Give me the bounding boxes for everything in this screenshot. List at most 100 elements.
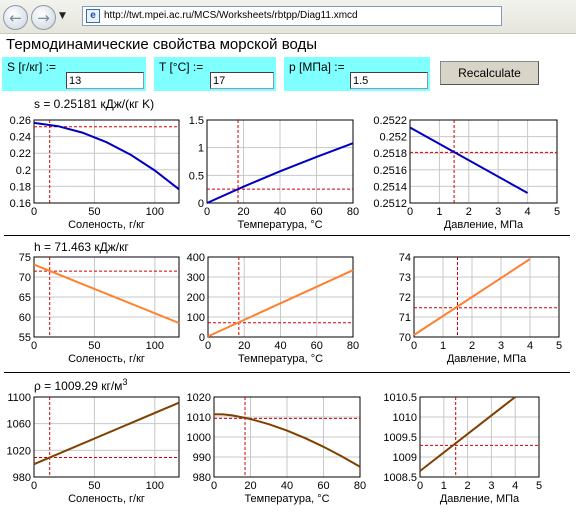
y-tick-label: 0.2514 <box>373 181 407 193</box>
y-tick-label: 980 <box>13 472 31 484</box>
x-tick-label: 0 <box>417 480 423 492</box>
x-tick-label: 1 <box>441 480 447 492</box>
y-tick-label: 0.26 <box>10 115 31 127</box>
x-tick-label: 20 <box>237 206 249 218</box>
x-tick-label: 0 <box>204 206 210 218</box>
x-axis-label: Давление, МПа <box>440 493 520 505</box>
y-tick-label: 1 <box>198 143 204 155</box>
chart-entropy-vs-temperature: 0 20 40 60 80 0 0.5 1 1.5 Температура, °C <box>189 115 359 231</box>
chart-enthalpy-vs-salinity: 0 50 100 55 60 65 70 75 Соленость, г/кг <box>19 252 180 365</box>
salinity-label: S [г/кг] := <box>7 60 57 74</box>
y-tick-label: 1009 <box>393 452 417 464</box>
x-tick-label: 0 <box>407 206 413 218</box>
x-tick-label: 1 <box>436 206 442 218</box>
y-tick-label: 0.2 <box>16 165 31 177</box>
y-tick-label: 1008.5 <box>383 472 417 484</box>
temperature-label: T [°C] := <box>159 60 204 74</box>
x-tick-label: 3 <box>498 340 504 352</box>
x-axis-label: Давление, МПа <box>444 219 524 231</box>
x-tick-label: 20 <box>244 480 256 492</box>
x-axis-label: Соленость, г/кг <box>68 493 145 505</box>
x-tick-label: 1 <box>440 340 446 352</box>
y-tick-label: 0.2522 <box>373 115 407 127</box>
y-tick-label: 73 <box>399 272 411 284</box>
x-tick-label: 2 <box>466 206 472 218</box>
x-tick-label: 0 <box>411 340 417 352</box>
y-tick-label: 300 <box>187 272 205 284</box>
page-icon: e <box>86 9 100 23</box>
y-tick-label: 1020 <box>7 445 31 457</box>
x-tick-label: 0 <box>31 206 37 218</box>
pressure-label: p [МПа] := <box>289 60 345 74</box>
x-tick-label: 0 <box>31 480 37 492</box>
y-tick-label: 0.16 <box>10 198 31 210</box>
plot-frame <box>409 119 558 204</box>
series-line <box>33 401 180 466</box>
series-line <box>413 258 531 336</box>
x-tick-label: 0 <box>211 480 217 492</box>
y-tick-label: 55 <box>19 332 31 344</box>
pressure-input[interactable] <box>350 72 428 89</box>
temperature-input[interactable] <box>210 72 274 89</box>
plot-area <box>34 397 179 477</box>
x-tick-label: 40 <box>274 340 286 352</box>
y-tick-label: 1.5 <box>189 115 204 127</box>
x-tick-label: 60 <box>317 480 329 492</box>
y-tick-label: 70 <box>399 332 411 344</box>
density-unit-exponent: 3 <box>122 377 128 387</box>
chart-entropy-vs-pressure: 0 1 2 3 4 5 0.2512 0.2514 0.2516 0.2518 0.252 0.252… <box>373 115 560 231</box>
y-tick-label: 75 <box>19 252 31 264</box>
page-title: Термодинамические свойства морской воды <box>6 36 318 53</box>
x-tick-label: 50 <box>88 480 100 492</box>
x-tick-label: 60 <box>311 340 323 352</box>
y-tick-label: 0 <box>198 198 204 210</box>
x-tick-label: 4 <box>525 206 531 218</box>
browser-toolbar: ← → ▼ e http://twt.mpei.ac.ru/MCS/Worksh… <box>0 0 576 34</box>
x-axis-label: Температура, °C <box>238 353 323 365</box>
y-tick-label: 0.22 <box>10 148 31 160</box>
recalculate-button[interactable]: Recalculate <box>440 61 539 85</box>
y-tick-label: 70 <box>19 272 31 284</box>
forward-arrow-icon[interactable]: → <box>31 5 56 30</box>
y-tick-label: 60 <box>19 312 31 324</box>
temperature-param: T [°C] := <box>154 57 276 91</box>
y-tick-label: 1010.5 <box>383 392 417 404</box>
history-dropdown-icon[interactable]: ▼ <box>59 11 66 21</box>
x-axis-label: Температура, °C <box>244 493 329 505</box>
x-tick-label: 50 <box>88 340 100 352</box>
y-tick-label: 0.18 <box>10 181 31 193</box>
series-line <box>419 396 516 472</box>
x-axis-label: Соленость, г/кг <box>68 219 145 231</box>
y-tick-label: 0.2516 <box>373 165 407 177</box>
y-tick-label: 65 <box>19 292 31 304</box>
y-tick-label: 400 <box>187 252 205 264</box>
plot-frame <box>33 396 180 478</box>
salinity-input[interactable] <box>66 72 144 89</box>
y-tick-label: 1000 <box>187 432 211 444</box>
address-bar[interactable]: e http://twt.mpei.ac.ru/MCS/Worksheets/r… <box>82 6 502 26</box>
chart-enthalpy-vs-pressure: 0 1 2 3 4 5 70 71 72 73 74 Давление, МПа <box>399 252 562 365</box>
y-tick-label: 1010 <box>393 412 417 424</box>
x-tick-label: 4 <box>512 480 518 492</box>
section-divider <box>4 235 570 236</box>
y-tick-label: 74 <box>399 252 411 264</box>
x-tick-label: 100 <box>146 340 164 352</box>
y-tick-label: 0.5 <box>189 170 204 182</box>
plot-frame <box>207 256 354 338</box>
plot-frame <box>33 256 180 338</box>
url-text[interactable]: http://twt.mpei.ac.ru/MCS/Worksheets/rbt… <box>104 10 358 21</box>
back-arrow-icon[interactable]: ← <box>3 5 28 30</box>
y-tick-label: 1010 <box>187 412 211 424</box>
chart-density-vs-salinity: 0 50 100 980 1020 1060 1100 Соленость, г/кг <box>7 392 180 505</box>
y-tick-label: 0 <box>199 332 205 344</box>
chart-density-vs-pressure: 0 1 2 3 4 5 1008.5 1009 1009.5 1010 1010.5 Давление… <box>383 392 542 505</box>
x-tick-label: 5 <box>536 480 542 492</box>
y-tick-label: 1060 <box>7 419 31 431</box>
x-tick-label: 40 <box>281 480 293 492</box>
x-tick-label: 40 <box>274 206 286 218</box>
plot-frame <box>213 396 361 478</box>
x-axis-label: Давление, МПа <box>447 353 527 365</box>
series-line <box>33 121 180 191</box>
chart-enthalpy-vs-temperature: 0 20 40 60 80 0 100 200 300 400 Температура, °C <box>187 252 359 365</box>
section-divider <box>4 372 570 373</box>
